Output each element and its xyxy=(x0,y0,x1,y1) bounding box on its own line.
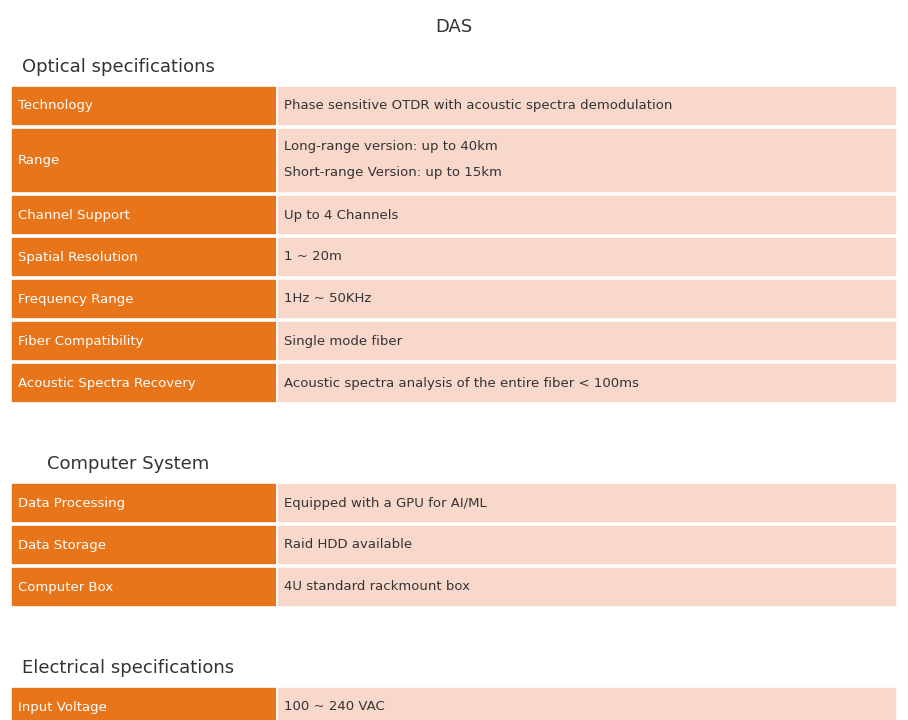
Text: Spatial Resolution: Spatial Resolution xyxy=(18,251,138,264)
Text: Electrical specifications: Electrical specifications xyxy=(22,659,234,677)
Bar xyxy=(11,363,277,403)
Text: Optical specifications: Optical specifications xyxy=(22,58,214,76)
Text: Acoustic spectra analysis of the entire fiber < 100ms: Acoustic spectra analysis of the entire … xyxy=(284,377,639,390)
Text: Fiber Compatibility: Fiber Compatibility xyxy=(18,335,143,348)
Bar xyxy=(277,195,897,235)
Bar xyxy=(277,86,897,126)
Text: Equipped with a GPU for AI/ML: Equipped with a GPU for AI/ML xyxy=(284,497,487,510)
Bar xyxy=(11,483,277,523)
Text: Short-range Version: up to 15km: Short-range Version: up to 15km xyxy=(284,166,502,179)
Text: Long-range version: up to 40km: Long-range version: up to 40km xyxy=(284,140,498,153)
Text: 1 ~ 20m: 1 ~ 20m xyxy=(284,251,342,264)
Text: Data Storage: Data Storage xyxy=(18,539,106,552)
Bar xyxy=(11,567,277,607)
Text: Range: Range xyxy=(18,154,61,167)
Bar xyxy=(277,567,897,607)
Bar xyxy=(277,321,897,361)
Text: Up to 4 Channels: Up to 4 Channels xyxy=(284,209,399,222)
Text: Computer Box: Computer Box xyxy=(18,580,114,593)
Text: Channel Support: Channel Support xyxy=(18,209,130,222)
Bar xyxy=(11,687,277,720)
Bar xyxy=(11,237,277,277)
Bar xyxy=(11,86,277,126)
Bar xyxy=(277,237,897,277)
Bar xyxy=(11,321,277,361)
Text: Raid HDD available: Raid HDD available xyxy=(284,539,412,552)
Bar xyxy=(11,525,277,565)
Bar xyxy=(277,525,897,565)
Text: 4U standard rackmount box: 4U standard rackmount box xyxy=(284,580,470,593)
Text: Single mode fiber: Single mode fiber xyxy=(284,335,402,348)
Text: DAS: DAS xyxy=(435,18,473,36)
Bar xyxy=(277,279,897,319)
Bar xyxy=(277,687,897,720)
Bar xyxy=(277,483,897,523)
Text: Acoustic Spectra Recovery: Acoustic Spectra Recovery xyxy=(18,377,196,390)
Text: 1Hz ~ 50KHz: 1Hz ~ 50KHz xyxy=(284,292,371,305)
Text: Frequency Range: Frequency Range xyxy=(18,292,133,305)
Bar xyxy=(277,363,897,403)
Text: 100 ~ 240 VAC: 100 ~ 240 VAC xyxy=(284,701,385,714)
Text: Data Processing: Data Processing xyxy=(18,497,125,510)
Text: Phase sensitive OTDR with acoustic spectra demodulation: Phase sensitive OTDR with acoustic spect… xyxy=(284,99,673,112)
Text: Computer System: Computer System xyxy=(47,455,210,473)
Bar xyxy=(277,128,897,193)
Bar xyxy=(11,128,277,193)
Text: Input Voltage: Input Voltage xyxy=(18,701,107,714)
Bar xyxy=(11,195,277,235)
Text: Technology: Technology xyxy=(18,99,93,112)
Bar xyxy=(11,279,277,319)
